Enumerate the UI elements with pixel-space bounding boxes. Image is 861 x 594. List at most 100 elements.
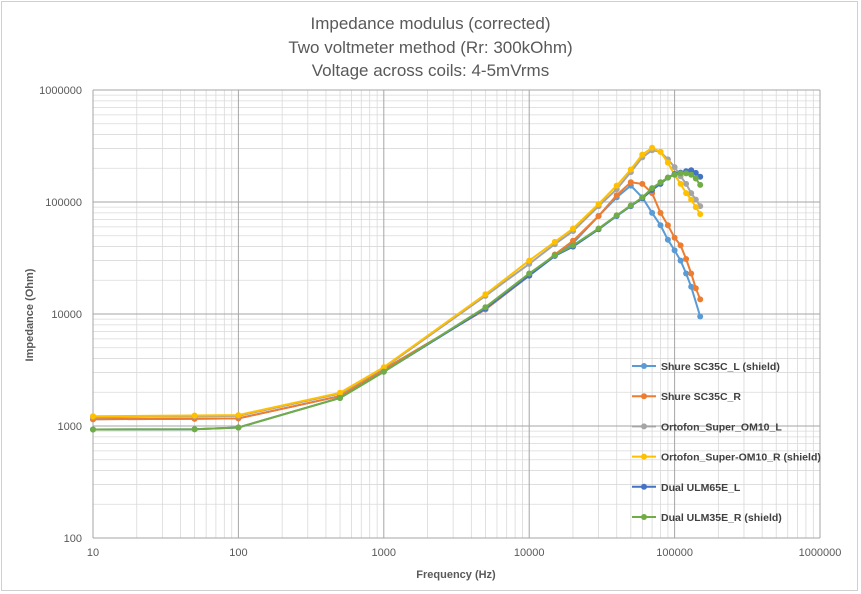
- data-point: [692, 285, 699, 292]
- legend-label: Shure SC35C_R: [661, 391, 741, 403]
- y-tick-labels: 100 1000 10000 100000 1000000: [39, 85, 82, 545]
- data-point: [337, 389, 343, 396]
- y-tick-label: 1000: [58, 421, 82, 433]
- legend-label: Ortofon_Super_OM10_L: [661, 421, 782, 433]
- data-point: [649, 185, 656, 192]
- data-point: [677, 170, 684, 177]
- series-layer: [90, 144, 704, 433]
- data-point: [627, 202, 634, 209]
- y-tick-label: 100000: [45, 197, 82, 209]
- data-point: [688, 167, 695, 174]
- data-point: [697, 211, 704, 218]
- data-point: [235, 424, 242, 431]
- data-point: [683, 170, 690, 177]
- data-point: [692, 204, 699, 211]
- data-point: [657, 209, 664, 216]
- legend-label: Dual ULM65E_L: [661, 482, 741, 494]
- series-2: [90, 179, 704, 423]
- data-point: [657, 148, 664, 155]
- data-point: [664, 222, 671, 229]
- x-tick-labels: 10 100 1000 10000 100000 1000000: [87, 547, 842, 559]
- data-point: [671, 247, 678, 254]
- data-point: [671, 234, 678, 241]
- data-point: [697, 181, 704, 188]
- y-tick-label: 100: [64, 533, 82, 545]
- series-3: [90, 147, 704, 421]
- series-line: [92, 169, 701, 431]
- data-point: [683, 190, 690, 197]
- data-point: [90, 413, 96, 420]
- data-point: [697, 296, 704, 303]
- x-axis-label: Frequency (Hz): [416, 569, 496, 581]
- y-tick-label: 10000: [51, 309, 82, 321]
- data-point: [677, 180, 684, 187]
- legend-marker: [641, 393, 647, 400]
- data-point: [570, 225, 576, 232]
- data-point: [692, 175, 699, 182]
- data-point: [649, 144, 656, 151]
- series-6: [90, 170, 704, 433]
- data-point: [235, 412, 242, 419]
- legend: Shure SC35C_L (shield) Shure SC35C_R Ortof…: [632, 361, 821, 524]
- legend-marker: [641, 514, 647, 520]
- chart-title-line-3: Voltage across coils: 4-5mVrms: [311, 61, 550, 80]
- data-point: [613, 182, 620, 189]
- legend-item: Ortofon_Super-OM10_R (shield): [632, 452, 821, 464]
- data-point: [657, 179, 664, 186]
- data-point: [677, 242, 684, 249]
- data-point: [688, 196, 695, 203]
- data-point: [551, 238, 558, 245]
- legend-marker: [641, 453, 647, 460]
- data-point: [683, 256, 690, 262]
- data-point: [570, 242, 576, 249]
- data-point: [613, 212, 620, 219]
- x-tick-label: 1000: [372, 547, 396, 559]
- legend-label: Dual ULM35E_R (shield): [661, 512, 782, 524]
- data-point: [627, 179, 634, 186]
- data-point: [683, 270, 690, 277]
- data-point: [380, 364, 387, 371]
- data-point: [692, 196, 699, 203]
- legend-item: Dual ULM65E_L: [632, 482, 741, 494]
- data-point: [595, 213, 602, 219]
- data-point: [526, 257, 533, 264]
- x-tick-label: 10: [87, 547, 99, 559]
- data-point: [664, 159, 671, 166]
- series-line: [92, 181, 702, 421]
- data-point: [90, 426, 96, 433]
- data-point: [595, 201, 602, 207]
- chart-title-line-2: Two voltmeter method (Rr: 300kOhm): [288, 38, 573, 57]
- data-point: [191, 412, 198, 419]
- data-point: [639, 180, 646, 187]
- x-tick-label: 100000: [656, 547, 693, 559]
- data-point: [688, 190, 695, 197]
- data-point: [688, 270, 695, 277]
- data-point: [613, 192, 620, 199]
- data-point: [627, 166, 634, 173]
- data-point: [664, 236, 671, 243]
- data-point: [692, 169, 699, 176]
- data-point: [697, 313, 704, 320]
- data-point: [380, 368, 387, 375]
- legend-label: Shure SC35C_L (shield): [661, 361, 780, 373]
- data-point: [570, 237, 576, 244]
- series-line: [92, 149, 702, 419]
- data-point: [671, 171, 678, 178]
- legend-item: Dual ULM35E_R (shield): [632, 512, 782, 524]
- data-point: [649, 209, 656, 216]
- data-point: [657, 222, 664, 229]
- data-point: [664, 174, 671, 181]
- series-line: [92, 172, 702, 431]
- legend-marker: [641, 423, 647, 430]
- data-point: [688, 283, 695, 290]
- legend-label: Ortofon_Super-OM10_R (shield): [661, 452, 821, 464]
- chart-title-line-1: Impedance modulus (corrected): [310, 14, 551, 33]
- legend-item: Ortofon_Super_OM10_L: [632, 421, 782, 433]
- x-tick-label: 100: [229, 547, 247, 559]
- legend-marker: [641, 363, 647, 369]
- data-point: [639, 194, 646, 201]
- data-point: [683, 180, 690, 187]
- data-point: [551, 252, 558, 259]
